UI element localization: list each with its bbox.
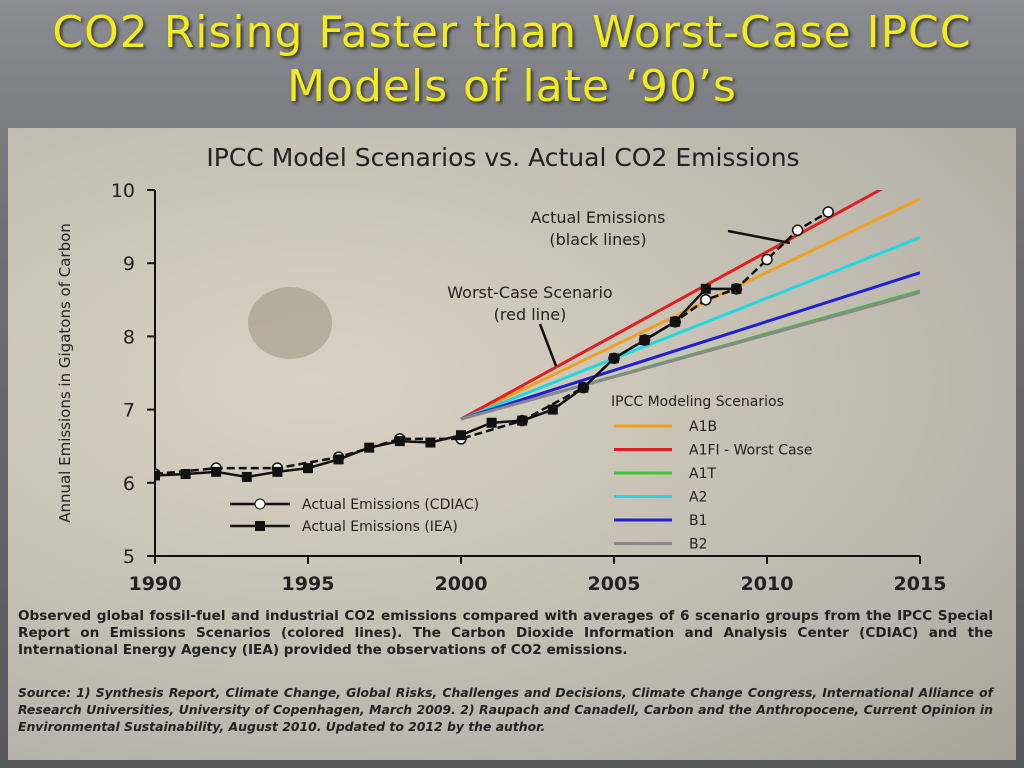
- point: [180, 469, 191, 480]
- point: [639, 335, 650, 346]
- series-line: [460, 271, 920, 421]
- legend-title: IPCC Modeling Scenarios: [611, 394, 784, 410]
- legend-label: A1B: [689, 419, 717, 435]
- x-tick-label: 1990: [129, 573, 182, 595]
- annotation: Actual Emissions: [531, 208, 666, 227]
- point: [303, 463, 313, 474]
- point: [333, 454, 344, 465]
- point: [394, 436, 405, 447]
- y-axis-label: Annual Emissions in Gigatons of Carbon: [56, 223, 74, 523]
- point: [364, 442, 375, 453]
- plot-area: [155, 190, 920, 482]
- point: [456, 430, 466, 441]
- legend-marker: [254, 498, 266, 510]
- point: [578, 382, 589, 393]
- chart: IPCC Model Scenarios vs. Actual CO2 Emis…: [56, 143, 947, 595]
- point: [272, 466, 283, 477]
- series-line: [460, 236, 920, 421]
- legend-label: Actual Emissions (CDIAC): [302, 497, 479, 513]
- point: [700, 283, 711, 294]
- y-tick-label: 10: [111, 180, 135, 202]
- point: [761, 253, 773, 266]
- y-tick-label: 8: [123, 326, 135, 348]
- point: [547, 404, 558, 415]
- series-line: [460, 190, 883, 421]
- point: [241, 471, 252, 482]
- point: [517, 415, 528, 426]
- annotation: Worst-Case Scenario: [447, 283, 612, 302]
- series-line: [155, 210, 829, 476]
- legend-label: A1T: [689, 466, 716, 482]
- bird-body: [248, 287, 332, 359]
- point: [700, 294, 712, 306]
- legend-label: Actual Emissions (IEA): [302, 519, 458, 535]
- y-tick-label: 9: [123, 253, 135, 275]
- point: [486, 417, 497, 428]
- point: [155, 470, 160, 481]
- x-tick-label: 2000: [435, 573, 488, 595]
- legend-label: A2: [689, 490, 707, 506]
- series-line: [460, 197, 920, 421]
- point: [791, 224, 804, 237]
- point: [822, 206, 834, 218]
- annotation: (black lines): [549, 230, 646, 249]
- point: [211, 466, 222, 477]
- x-tick-label: 2015: [894, 573, 947, 595]
- x-tick-label: 1995: [282, 573, 335, 595]
- series-line: [155, 287, 737, 479]
- chart-title: IPCC Model Scenarios vs. Actual CO2 Emis…: [206, 143, 799, 172]
- caption: Observed global fossil-fuel and industri…: [18, 608, 993, 658]
- annotation-arrow: [538, 323, 558, 367]
- annotation-arrow: [727, 229, 791, 245]
- legend-label: B2: [689, 537, 708, 553]
- legend-marker: [255, 521, 265, 531]
- point: [609, 353, 619, 364]
- x-tick-label: 2005: [588, 573, 641, 595]
- chart-image: IPCC Model Scenarios vs. Actual CO2 Emis…: [8, 128, 1016, 760]
- y-tick-label: 7: [123, 400, 135, 422]
- annotation: (red line): [494, 305, 567, 324]
- source: Source: 1) Synthesis Report, Climate Cha…: [18, 685, 993, 734]
- series-line: [460, 291, 920, 421]
- point: [425, 437, 436, 448]
- legend-label: A1FI - Worst Case: [689, 443, 812, 459]
- y-tick-label: 6: [123, 473, 135, 495]
- legend-label: B1: [689, 513, 708, 529]
- x-tick-label: 2010: [741, 573, 794, 595]
- y-tick-label: 5: [123, 546, 135, 568]
- point: [670, 316, 681, 327]
- point: [731, 283, 742, 294]
- slide-title: CO2 Rising Faster than Worst-Case IPCC M…: [52, 7, 972, 112]
